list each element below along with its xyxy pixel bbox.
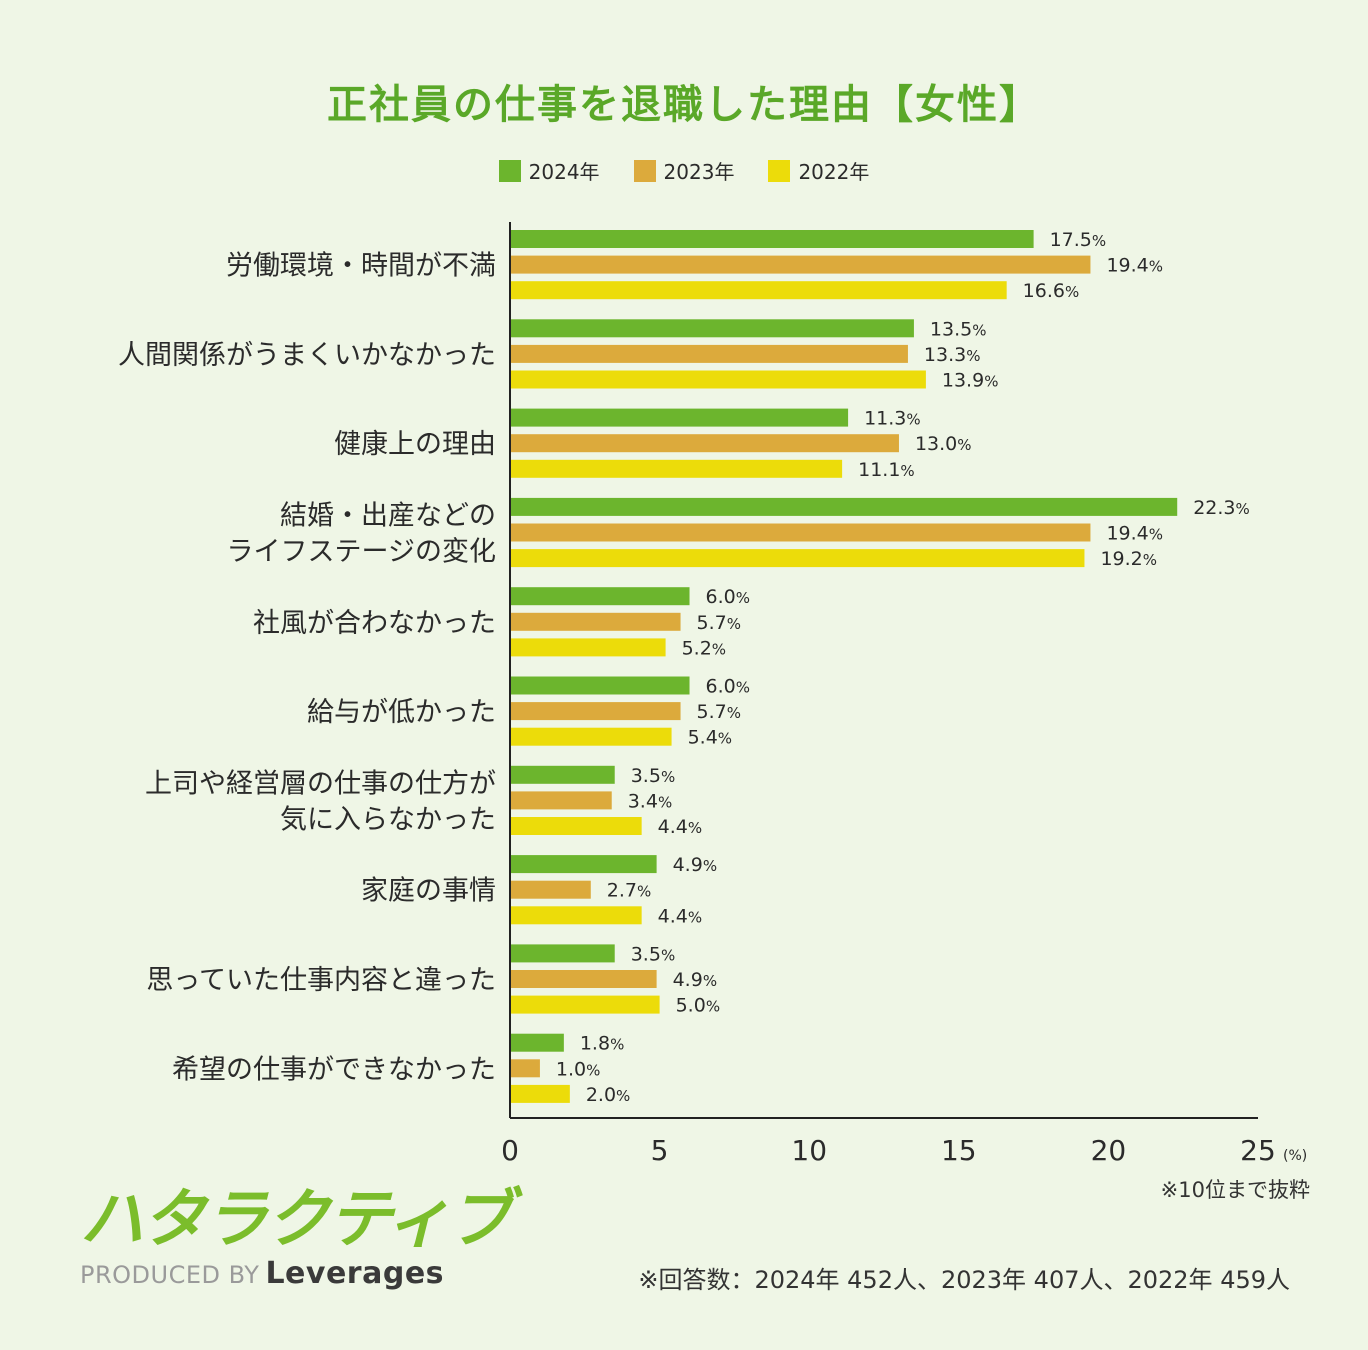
category-label-8: 思っていた仕事内容と違った bbox=[146, 965, 496, 996]
respondents-note: ※回答数：2024年 452人、2023年 407人、2022年 459人 bbox=[638, 1266, 1290, 1294]
value-label-cat5-2022年: 5.4% bbox=[688, 727, 732, 749]
legend-item-2024: 2024年 bbox=[498, 156, 600, 185]
value-label-cat3-2024年: 22.3% bbox=[1193, 497, 1250, 519]
legend: 2024年 2023年 2022年 bbox=[0, 156, 1368, 185]
category-label-0: 労働環境・時間が不満 bbox=[226, 251, 496, 282]
value-label-cat8-2023年: 4.9% bbox=[673, 969, 717, 991]
bar-cat8-2024年 bbox=[510, 944, 615, 963]
value-label-cat3-2023年: 19.4% bbox=[1106, 523, 1163, 545]
bar-cat5-2023年 bbox=[510, 702, 681, 721]
category-label-9: 希望の仕事ができなかった bbox=[172, 1054, 496, 1085]
bar-cat6-2024年 bbox=[510, 765, 615, 784]
bar-cat1-2022年 bbox=[510, 370, 926, 389]
bar-chart: 17.5% 19.4% 16.6% 労働環境・時間が不満 13.5% 13.3% 13.9%… bbox=[118, 222, 1307, 1167]
bar-cat3-2022年 bbox=[510, 549, 1085, 568]
bar-cat2-2024年 bbox=[510, 408, 849, 427]
bar-cat7-2023年 bbox=[510, 880, 591, 899]
category-label-6-line1: 気に入らなかった bbox=[280, 804, 496, 835]
bar-cat1-2023年 bbox=[510, 344, 908, 363]
bar-cat8-2023年 bbox=[510, 970, 657, 988]
produced-by-text: PRODUCED BY bbox=[80, 1261, 260, 1289]
bar-cat3-2024年 bbox=[510, 497, 1178, 516]
legend-label-2023: 2023年 bbox=[663, 160, 735, 184]
value-label-cat8-2022年: 5.0% bbox=[676, 995, 720, 1017]
bar-cat7-2022年 bbox=[510, 906, 642, 925]
value-label-cat6-2022年: 4.4% bbox=[658, 816, 702, 838]
bar-cat2-2023年 bbox=[510, 434, 899, 453]
bar-cat5-2022年 bbox=[510, 727, 672, 746]
value-label-cat7-2024年: 4.9% bbox=[673, 854, 717, 876]
value-label-cat7-2022年: 4.4% bbox=[658, 905, 702, 927]
bar-cat0-2024年 bbox=[510, 230, 1034, 248]
value-label-cat4-2022年: 5.2% bbox=[682, 637, 726, 659]
x-tick-5: 5 bbox=[651, 1134, 669, 1167]
legend-swatch-2024 bbox=[498, 159, 521, 182]
x-tick-20: 20 bbox=[1091, 1134, 1127, 1167]
category-label-3-line1: ライフステージの変化 bbox=[227, 537, 496, 568]
category-label-6-line0: 上司や経営層の仕事の仕方が bbox=[145, 768, 496, 799]
value-label-cat1-2022年: 13.9% bbox=[942, 370, 999, 392]
bar-cat6-2023年 bbox=[510, 791, 612, 810]
category-label-2: 健康上の理由 bbox=[334, 429, 496, 460]
value-label-cat2-2022年: 11.1% bbox=[858, 459, 915, 481]
bar-cat0-2023年 bbox=[510, 255, 1091, 274]
bar-cat9-2023年 bbox=[510, 1059, 540, 1078]
bar-cat8-2022年 bbox=[510, 995, 660, 1014]
value-label-cat9-2022年: 2.0% bbox=[586, 1084, 630, 1106]
bar-cat4-2024年 bbox=[510, 587, 690, 606]
x-unit-label: (%) bbox=[1283, 1148, 1307, 1164]
value-label-cat9-2023年: 1.0% bbox=[556, 1058, 600, 1080]
value-label-cat2-2023年: 13.0% bbox=[915, 433, 972, 455]
legend-label-2022: 2022年 bbox=[798, 160, 870, 184]
bar-cat9-2024年 bbox=[510, 1033, 564, 1052]
bar-cat4-2022年 bbox=[510, 638, 666, 657]
legend-swatch-2023 bbox=[633, 159, 656, 182]
value-label-cat4-2023年: 5.7% bbox=[697, 612, 741, 634]
x-tick-10: 10 bbox=[791, 1134, 827, 1167]
chart-title: 正社員の仕事を退職した理由【女性】 bbox=[327, 82, 1041, 128]
bar-cat2-2022年 bbox=[510, 459, 843, 478]
value-label-cat7-2023年: 2.7% bbox=[607, 880, 651, 902]
x-tick-0: 0 bbox=[501, 1134, 519, 1167]
legend-swatch-2022 bbox=[768, 159, 791, 182]
category-label-5: 給与が低かった bbox=[307, 697, 496, 728]
x-tick-25: 25 bbox=[1240, 1134, 1276, 1167]
value-label-cat5-2023年: 5.7% bbox=[697, 701, 741, 723]
legend-item-2023: 2023年 bbox=[633, 156, 735, 185]
bar-cat4-2023年 bbox=[510, 612, 681, 631]
category-label-1: 人間関係がうまくいかなかった bbox=[118, 340, 496, 371]
value-label-cat1-2023年: 13.3% bbox=[924, 344, 981, 366]
value-label-cat2-2024年: 11.3% bbox=[864, 408, 921, 430]
value-label-cat0-2022年: 16.6% bbox=[1023, 280, 1080, 302]
brand-logo: ハタラクティブ bbox=[80, 1183, 512, 1257]
value-label-cat1-2024年: 13.5% bbox=[930, 318, 987, 340]
produced-by: PRODUCED BY Leverages bbox=[80, 1256, 444, 1291]
bar-cat5-2024年 bbox=[510, 676, 690, 695]
company-name: Leverages bbox=[265, 1256, 445, 1291]
bar-cat7-2024年 bbox=[510, 855, 657, 874]
top10-note: ※10位まで抜粋 bbox=[1160, 1178, 1310, 1202]
value-label-cat8-2024年: 3.5% bbox=[631, 943, 675, 965]
bar-cat6-2022年 bbox=[510, 817, 642, 835]
x-tick-15: 15 bbox=[941, 1134, 977, 1167]
legend-item-2022: 2022年 bbox=[768, 156, 869, 185]
legend-label-2024: 2024年 bbox=[528, 160, 600, 184]
value-label-cat0-2023年: 19.4% bbox=[1106, 255, 1163, 277]
value-label-cat6-2023年: 3.4% bbox=[628, 790, 672, 812]
value-label-cat5-2024年: 6.0% bbox=[706, 676, 750, 698]
value-label-cat0-2024年: 17.5% bbox=[1050, 229, 1107, 251]
bar-cat0-2022年 bbox=[510, 281, 1007, 300]
bar-cat9-2022年 bbox=[510, 1084, 570, 1103]
value-label-cat9-2024年: 1.8% bbox=[580, 1033, 624, 1055]
value-label-cat6-2024年: 3.5% bbox=[631, 765, 675, 787]
category-label-3-line0: 結婚・出産などの bbox=[280, 501, 496, 532]
value-label-cat4-2024年: 6.0% bbox=[706, 586, 750, 608]
category-label-4: 社風が合わなかった bbox=[253, 608, 496, 639]
bar-cat3-2023年 bbox=[510, 523, 1091, 542]
value-label-cat3-2022年: 19.2% bbox=[1100, 548, 1157, 570]
category-label-7: 家庭の事情 bbox=[361, 876, 496, 907]
bar-cat1-2024年 bbox=[510, 319, 914, 338]
